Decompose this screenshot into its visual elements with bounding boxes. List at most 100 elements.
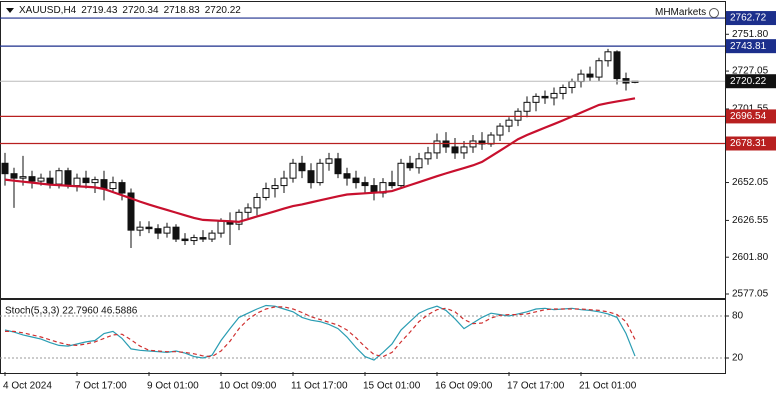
candle-body: [325, 158, 333, 164]
candle-body: [505, 119, 513, 127]
y-tick-label: 2652.05: [732, 177, 769, 188]
candle-body: [406, 162, 414, 169]
candle-body: [289, 162, 297, 179]
candle-body: [73, 177, 81, 187]
brand-name: MHMarkets: [655, 7, 707, 18]
candle-body: [577, 73, 585, 83]
candle-body: [190, 237, 198, 242]
candle-body: [262, 188, 270, 198]
candle-body: [37, 177, 45, 182]
stoch-panel: [0, 299, 726, 374]
candle-body: [136, 226, 144, 231]
stoch-line: [5, 306, 636, 358]
level-label-bg: [726, 109, 776, 124]
x-tick-label: 17 Oct 17:00: [507, 381, 565, 392]
candle-body: [613, 51, 621, 80]
y-tick-label: 80: [732, 311, 744, 322]
x-tick-label: 4 Oct 2024: [3, 381, 52, 392]
candle-body: [91, 179, 99, 184]
candle-body: [1, 162, 9, 175]
candle-body: [154, 228, 162, 234]
candle-body: [118, 182, 126, 194]
candle-body: [145, 226, 153, 230]
candle-body: [109, 182, 117, 190]
candle-body: [496, 125, 504, 136]
x-tick-label: 16 Oct 09:00: [435, 381, 493, 392]
candle-body: [181, 238, 189, 242]
candle-body: [64, 170, 72, 187]
candle-body: [361, 182, 369, 187]
candle-body: [523, 101, 531, 112]
x-tick-label: 15 Oct 01:00: [363, 381, 421, 392]
candle-body: [199, 237, 207, 240]
candle-body: [352, 177, 360, 184]
level-label-bg: [726, 11, 776, 26]
candle-body: [586, 73, 594, 78]
y-tick-label: 2577.05: [732, 289, 769, 300]
candle-body: [163, 226, 171, 234]
candle-body: [532, 95, 540, 103]
main-panel: [0, 1, 726, 299]
brand: MHMarkets: [655, 7, 720, 18]
candle-body: [424, 152, 432, 160]
candle-body: [541, 95, 549, 99]
level-label-bg: [726, 136, 776, 151]
candle-body: [280, 177, 288, 187]
candle-body: [550, 92, 558, 99]
candle-body: [271, 185, 279, 190]
candle-body: [595, 60, 603, 78]
symbol-icon: [6, 8, 14, 13]
level-label: 2678.31: [730, 138, 767, 149]
candle-body: [514, 110, 522, 121]
brand-icon: [709, 7, 720, 18]
candle-body: [235, 211, 243, 225]
open-price: 2719.43: [81, 5, 118, 16]
candle-body: [334, 158, 342, 175]
symbol: XAUUSD,H4: [19, 5, 77, 16]
candle-body: [100, 179, 108, 190]
candle-body: [10, 173, 18, 179]
candle-body: [316, 162, 324, 184]
candle-body: [208, 232, 216, 240]
candle-body: [604, 51, 612, 62]
candle-body: [298, 162, 306, 172]
candle-body: [172, 226, 180, 240]
high-price: 2720.34: [122, 5, 159, 16]
indicator-title: Stoch(5,3,3) 22.7960 46.5886: [5, 306, 138, 317]
candle-body: [487, 134, 495, 145]
level-label: 2696.54: [730, 111, 767, 122]
candle-body: [46, 177, 54, 185]
candle-body: [307, 170, 315, 184]
candle-body: [460, 146, 468, 154]
level-label-bg: [726, 39, 776, 54]
candle-body: [343, 173, 351, 179]
x-tick-label: 21 Oct 01:00: [579, 381, 637, 392]
candle-body: [19, 176, 27, 179]
candle-body: [415, 158, 423, 169]
candle-body: [127, 192, 135, 231]
candle-body: [559, 86, 567, 94]
y-tick-label: 2727.05: [732, 66, 769, 77]
x-tick-label: 10 Oct 09:00: [219, 381, 277, 392]
y-tick-label: 2626.55: [732, 215, 769, 226]
candle-body: [28, 176, 36, 182]
candle-body: [568, 81, 576, 88]
candle-body: [253, 196, 261, 209]
moving-average: [4, 97, 636, 223]
low-price: 2718.83: [163, 5, 200, 16]
chart-header: XAUUSD,H4 2719.43 2720.34 2718.83 2720.2…: [6, 5, 241, 16]
x-tick-label: 9 Oct 01:00: [147, 381, 199, 392]
price-label-bg: [726, 74, 776, 89]
y-tick-label: 2751.80: [732, 29, 769, 40]
candle-body: [397, 162, 405, 187]
stoch-line: [4, 304, 636, 361]
candle-body: [388, 182, 396, 187]
x-tick-label: 7 Oct 17:00: [75, 381, 127, 392]
x-tick-label: 11 Oct 17:00: [291, 381, 348, 392]
candle-body: [451, 146, 459, 154]
level-label: 2743.81: [730, 41, 767, 52]
y-tick-label: 20: [732, 353, 744, 364]
candle-body: [55, 170, 63, 185]
